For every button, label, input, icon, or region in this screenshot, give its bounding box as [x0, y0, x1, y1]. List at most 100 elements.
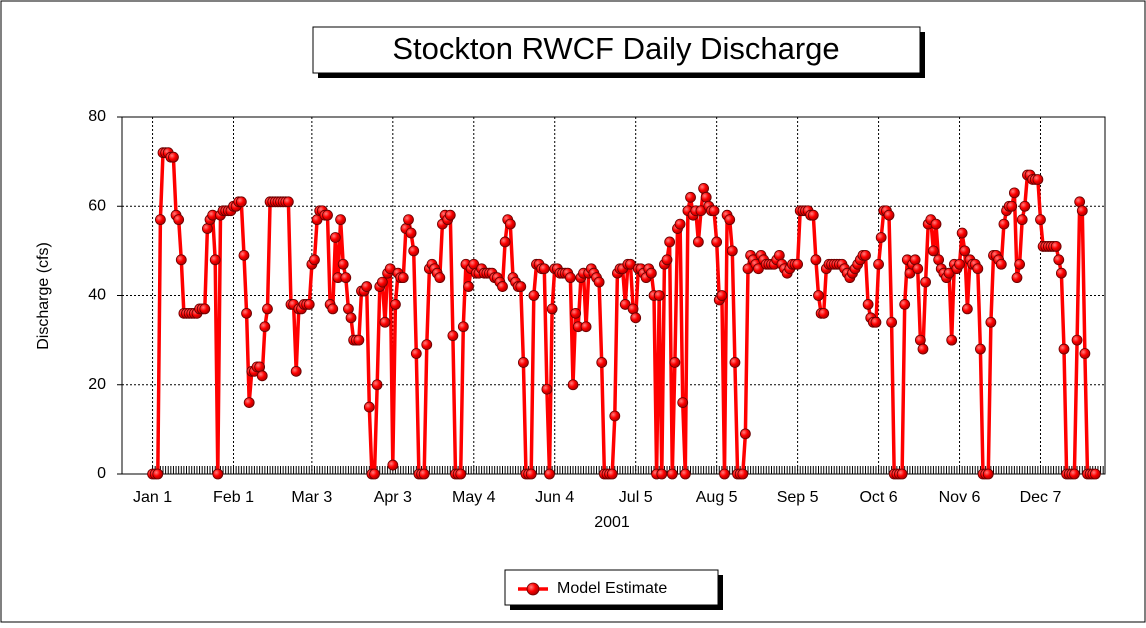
data-point	[212, 468, 224, 480]
data-point	[152, 468, 164, 480]
x-axis-label: 2001	[594, 514, 630, 531]
data-point	[546, 303, 558, 315]
data-point	[679, 468, 691, 480]
data-point	[920, 276, 931, 288]
data-point	[403, 214, 414, 226]
chart-title: Stockton RWCF Daily Discharge	[392, 31, 839, 66]
data-point	[525, 468, 537, 480]
data-point	[379, 316, 391, 328]
data-point	[998, 218, 1010, 230]
data-point	[886, 316, 898, 328]
x-tick-label: Sep 5	[777, 489, 819, 506]
y-tick-label: 40	[88, 287, 106, 304]
data-point	[810, 254, 822, 266]
data-point	[1050, 241, 1062, 252]
x-tick-label: Feb 1	[213, 489, 254, 506]
title-box	[312, 26, 921, 74]
data-point	[397, 272, 409, 284]
data-point	[1079, 348, 1091, 359]
data-point	[168, 151, 179, 163]
data-point	[873, 258, 884, 270]
data-point	[518, 357, 529, 368]
data-point	[975, 343, 986, 355]
data-point	[504, 218, 516, 230]
data-point	[726, 245, 738, 257]
data-point	[515, 281, 527, 292]
data-point	[303, 299, 315, 310]
data-point	[985, 316, 997, 328]
data-point	[956, 227, 968, 239]
data-point	[982, 468, 994, 480]
legend-marker	[526, 582, 540, 596]
data-point	[421, 339, 433, 350]
data-point	[685, 191, 696, 203]
data-point	[954, 258, 965, 270]
data-point	[259, 321, 271, 333]
data-point	[773, 249, 785, 261]
data-point	[154, 214, 166, 226]
data-point	[361, 281, 373, 292]
data-point	[972, 263, 984, 275]
x-tick-label: May 4	[452, 489, 496, 506]
data-point	[570, 307, 582, 319]
legend-label: Model Estimate	[557, 580, 667, 597]
data-point	[1006, 200, 1018, 212]
data-point	[408, 245, 420, 257]
data-point	[376, 276, 388, 288]
data-point	[434, 272, 446, 284]
data-point	[883, 209, 895, 221]
data-point	[1035, 214, 1046, 226]
data-point	[209, 254, 221, 266]
data-point	[262, 303, 273, 315]
data-point	[235, 196, 247, 208]
data-point	[666, 468, 678, 480]
data-point	[290, 365, 302, 377]
data-point	[390, 299, 401, 310]
data-point	[371, 379, 383, 391]
series-line	[152, 150, 1096, 476]
data-point	[238, 249, 250, 261]
y-tick-label: 20	[88, 376, 106, 393]
data-point	[410, 348, 422, 359]
data-point	[1074, 196, 1086, 208]
x-tick-label: Mar 3	[291, 489, 332, 506]
data-point	[946, 334, 958, 346]
data-point	[739, 428, 751, 440]
data-point	[930, 218, 942, 230]
data-point	[528, 290, 540, 301]
data-point	[538, 263, 550, 275]
data-point	[353, 334, 365, 346]
data-point	[455, 468, 467, 480]
data-point	[959, 245, 971, 257]
data-point	[1076, 205, 1088, 217]
data-point	[914, 334, 926, 346]
data-point	[698, 182, 709, 194]
data-point	[711, 236, 723, 248]
data-point	[1014, 258, 1026, 270]
data-point	[580, 321, 592, 333]
data-point	[813, 290, 824, 301]
data-point	[241, 307, 252, 319]
data-point	[630, 312, 642, 324]
data-point	[917, 343, 929, 355]
data-point	[1058, 343, 1070, 355]
data-point	[593, 276, 605, 288]
data-point	[862, 299, 874, 310]
data-point	[1089, 468, 1101, 480]
data-point	[737, 468, 749, 480]
data-point	[656, 468, 668, 480]
data-point	[606, 468, 618, 480]
data-point	[173, 214, 185, 226]
data-point	[700, 191, 712, 203]
data-point	[708, 205, 720, 217]
data-point	[541, 383, 553, 395]
data-point	[1032, 174, 1044, 185]
y-tick-label: 0	[97, 465, 106, 482]
data-point	[256, 370, 268, 382]
data-point	[653, 290, 665, 301]
data-point	[912, 263, 924, 275]
data-point	[596, 357, 608, 368]
data-point	[1069, 468, 1080, 480]
data-point	[1071, 334, 1083, 346]
